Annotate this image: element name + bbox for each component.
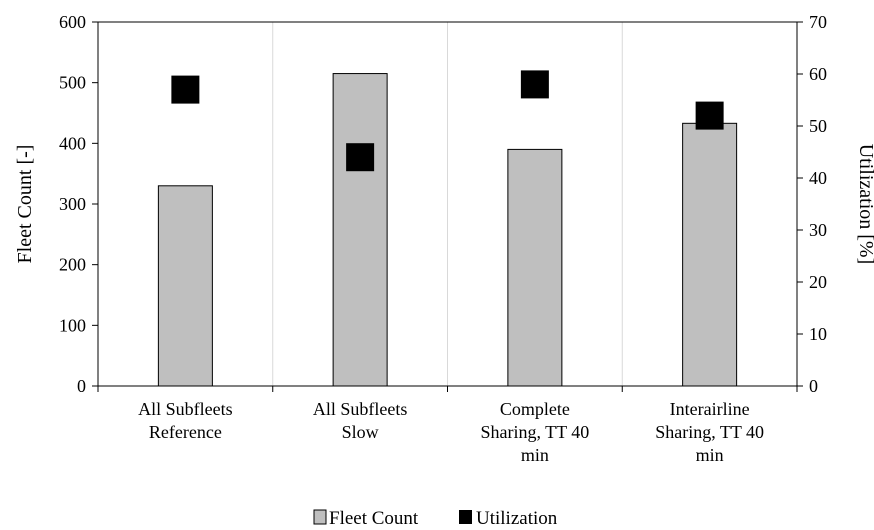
right-tick-label: 30 bbox=[809, 220, 827, 240]
left-tick-label: 600 bbox=[59, 12, 86, 32]
bar-fleet-count bbox=[507, 148, 563, 387]
right-tick-label: 50 bbox=[809, 116, 827, 136]
legend-swatch-fleet-count bbox=[313, 509, 327, 525]
category-label: Interairline Sharing, TT 40 min bbox=[655, 399, 764, 465]
marker-utilization bbox=[695, 101, 724, 130]
legend-swatch-utilization bbox=[459, 510, 472, 524]
right-tick-label: 20 bbox=[809, 272, 827, 292]
left-tick-label: 200 bbox=[59, 255, 86, 275]
marker-utilization bbox=[171, 75, 200, 104]
left-tick-label: 300 bbox=[59, 194, 86, 214]
category-label: All Subfleets Reference bbox=[138, 399, 233, 442]
right-tick-label: 70 bbox=[809, 12, 827, 32]
right-tick-label: 40 bbox=[809, 168, 827, 188]
left-tick-label: 100 bbox=[59, 315, 86, 335]
right-tick-label: 10 bbox=[809, 324, 827, 344]
left-tick-label: 500 bbox=[59, 73, 86, 93]
marker-utilization bbox=[520, 70, 549, 99]
left-tick-label: 0 bbox=[77, 376, 86, 396]
legend-label-utilization: Utilization bbox=[476, 508, 558, 529]
legend: Fleet Count Utilization bbox=[313, 508, 558, 529]
marker-utilization bbox=[346, 143, 375, 172]
grid-lines bbox=[272, 22, 623, 386]
y2-axis-title: Utilization [%] bbox=[855, 144, 874, 265]
bar-fleet-count bbox=[157, 185, 213, 387]
y-axis-title: Fleet Count [-] bbox=[14, 145, 36, 264]
legend-label-fleet-count: Fleet Count bbox=[329, 508, 419, 529]
bar-fleet-count bbox=[682, 122, 738, 387]
marker-series bbox=[171, 70, 724, 172]
category-label: All Subfleets Slow bbox=[313, 399, 408, 442]
right-axis-ticks: 0 10 20 30 40 50 60 70 bbox=[797, 12, 827, 396]
category-labels: All Subfleets Reference All Subfleets Slow C… bbox=[138, 399, 764, 465]
right-tick-label: 60 bbox=[809, 64, 827, 84]
right-tick-label: 0 bbox=[809, 376, 818, 396]
bar-fleet-count bbox=[332, 73, 388, 387]
left-tick-label: 400 bbox=[59, 133, 86, 153]
bar-series bbox=[157, 73, 738, 387]
left-axis-ticks: 0 100 200 300 400 500 600 bbox=[59, 12, 798, 396]
category-label: Complete Sharing, TT 40 min bbox=[480, 399, 589, 465]
